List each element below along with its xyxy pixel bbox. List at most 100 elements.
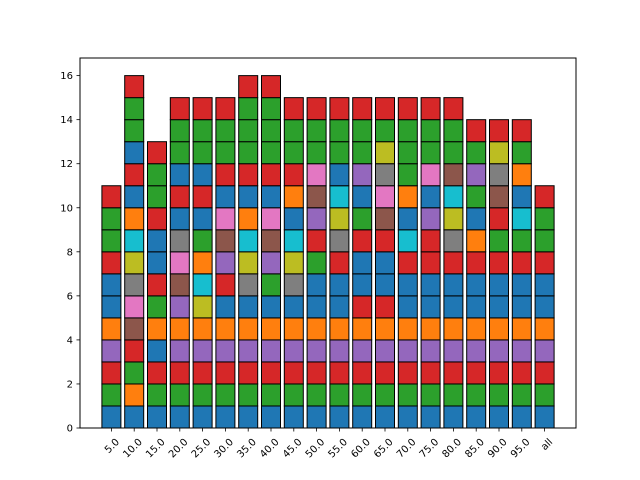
bar-segment [283, 251, 304, 275]
bar-segment [215, 185, 236, 209]
bar-segment [420, 119, 441, 143]
x-tick-label: 95.0 [509, 437, 533, 461]
bar-segment [443, 119, 464, 143]
bar-segment [238, 361, 259, 385]
bar-segment [215, 97, 236, 121]
x-tick-label: 75.0 [418, 437, 442, 461]
bar-segment [147, 383, 167, 407]
bar-segment [420, 141, 441, 165]
bar-segment [466, 361, 487, 385]
bar-segment [375, 383, 395, 407]
bar-segment [511, 405, 532, 429]
bar-segment [238, 339, 259, 363]
bar-segment [238, 75, 259, 99]
bar-segment [375, 185, 395, 209]
bar-segment [466, 163, 487, 187]
bar-segment [147, 361, 167, 385]
x-tick-label: 80.0 [441, 437, 465, 461]
bar-segment [192, 229, 213, 253]
bar-segment [397, 361, 418, 385]
bar-segment [329, 119, 350, 143]
bar-segment [169, 119, 190, 143]
bar-segment [101, 273, 122, 297]
bar-segment [306, 251, 327, 275]
x-tick-label: 40.0 [258, 437, 282, 461]
bar-stack-35.0 [238, 75, 259, 429]
bar-segment [192, 383, 213, 407]
bar-segment [192, 163, 213, 187]
bar-stack-30.0 [215, 97, 236, 429]
bar-segment [101, 361, 122, 385]
bar-segment [420, 383, 441, 407]
bar-segment [534, 273, 555, 297]
bar-segment [192, 273, 213, 297]
bar-stack-90.0 [489, 119, 509, 429]
bar-segment [169, 251, 190, 275]
bar-segment [534, 405, 555, 429]
bar-segment [147, 317, 167, 341]
x-tick-label: all [539, 437, 555, 453]
bar-segment [192, 317, 213, 341]
bar-segment [261, 405, 281, 429]
bar-segment [169, 163, 190, 187]
x-tick-label: 45.0 [281, 437, 305, 461]
bar-segment [352, 185, 373, 209]
bar-segment [375, 207, 395, 231]
bar-segment [329, 185, 350, 209]
bar-segment [420, 339, 441, 363]
bar-segment [489, 119, 509, 143]
bar-segment [329, 163, 350, 187]
x-tick-label: 85.0 [463, 437, 487, 461]
bar-segment [124, 229, 145, 253]
bar-stack-25.0 [192, 97, 213, 429]
bar-segment [306, 295, 327, 319]
bar-segment [466, 295, 487, 319]
bar-segment [147, 185, 167, 209]
bar-segment [352, 405, 373, 429]
bar-segment [420, 405, 441, 429]
bar-segment [397, 405, 418, 429]
bar-segment [283, 295, 304, 319]
bar-segment [192, 251, 213, 275]
bar-segment [192, 141, 213, 165]
bar-segment [534, 207, 555, 231]
bar-segment [124, 295, 145, 319]
y-tick-label: 2 [67, 379, 73, 390]
bar-segment [511, 273, 532, 297]
bar-segment [215, 163, 236, 187]
bar-segment [443, 361, 464, 385]
bar-segment [261, 163, 281, 187]
bar-segment [215, 229, 236, 253]
bar-segment [329, 207, 350, 231]
bar-segment [466, 383, 487, 407]
bar-segment [420, 251, 441, 275]
bar-segment [466, 141, 487, 165]
bar-segment [147, 229, 167, 253]
bar-segment [215, 405, 236, 429]
bar-segment [375, 141, 395, 165]
bar-segment [511, 361, 532, 385]
bar-segment [397, 97, 418, 121]
bar-segment [511, 185, 532, 209]
bar-segment [352, 273, 373, 297]
bar-stack-15.0 [147, 141, 167, 429]
bar-segment [238, 251, 259, 275]
bar-segment [534, 229, 555, 253]
bar-segment [147, 295, 167, 319]
bar-stack-80.0 [443, 97, 464, 429]
bar-segment [306, 339, 327, 363]
bar-segment [169, 229, 190, 253]
bar-segment [352, 317, 373, 341]
bar-segment [306, 119, 327, 143]
bar-segment [352, 119, 373, 143]
y-tick-label: 8 [67, 247, 73, 258]
bar-segment [124, 361, 145, 385]
bar-segment [306, 97, 327, 121]
bar-segment [147, 273, 167, 297]
bar-segment [169, 339, 190, 363]
bar-segment [511, 383, 532, 407]
x-tick-label: 10.0 [121, 437, 145, 461]
bar-segment [306, 229, 327, 253]
bar-segment [534, 361, 555, 385]
x-axis: 5.0 10.0 15.0 20.0 25.0 30.0 35.0 40.0 45.0 50.0 5… [103, 428, 555, 460]
